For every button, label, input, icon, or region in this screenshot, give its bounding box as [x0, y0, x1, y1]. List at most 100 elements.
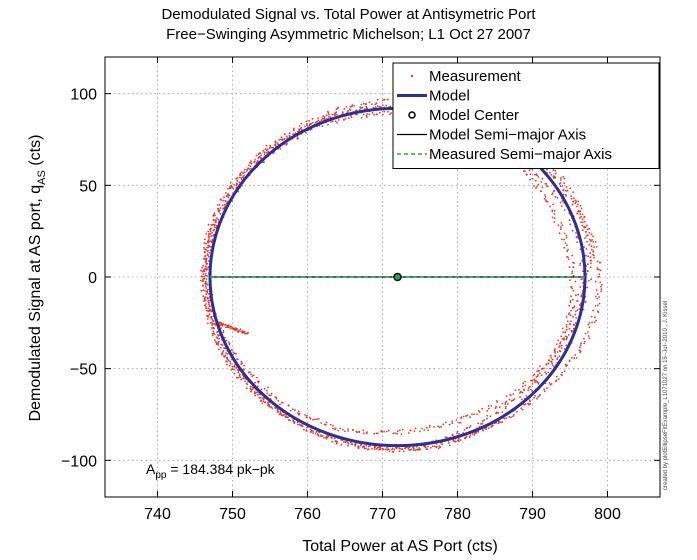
- measurement-point: [374, 106, 377, 108]
- measurement-point: [200, 275, 203, 278]
- measurement-point: [576, 236, 579, 238]
- measurement-point: [268, 405, 271, 408]
- measurement-point: [218, 211, 221, 213]
- measurement-point: [205, 303, 207, 305]
- measurement-point: [222, 199, 225, 202]
- chart-title: Demodulated Signal vs. Total Power at An…: [161, 6, 536, 23]
- measurement-point: [548, 382, 551, 384]
- measurement-point: [489, 415, 492, 418]
- measurement-point: [570, 197, 573, 200]
- measurement-point: [430, 446, 432, 449]
- measurement-point: [201, 270, 204, 273]
- measurement-point: [210, 240, 213, 243]
- measurement-point: [425, 426, 428, 429]
- measurement-point: [203, 250, 206, 253]
- measurement-point: [213, 212, 216, 215]
- measurement-point: [285, 415, 287, 418]
- measurement-point: [229, 181, 232, 184]
- measurement-point: [581, 224, 584, 227]
- measurement-point: [312, 432, 314, 434]
- measurement-point: [469, 425, 472, 427]
- measurement-point: [556, 351, 559, 353]
- measurement-point: [223, 196, 225, 199]
- measurement-point: [545, 200, 548, 203]
- measurement-point: [306, 426, 308, 429]
- measurement-point: [296, 136, 299, 138]
- measurement-point: [206, 268, 209, 270]
- measurement-point: [591, 321, 593, 324]
- measurement-point: [558, 350, 561, 352]
- measurement-point: [240, 378, 243, 381]
- measurement-point: [360, 444, 362, 447]
- measurement-point: [544, 183, 547, 185]
- measurement-point: [408, 446, 411, 449]
- measurement-point: [555, 343, 558, 345]
- measurement-point: [246, 387, 248, 390]
- measurement-point: [466, 414, 469, 417]
- measurement-point: [268, 394, 271, 397]
- measurement-point: [261, 402, 264, 405]
- measurement-point: [202, 284, 204, 287]
- measurement-point: [546, 168, 548, 171]
- measurement-point: [385, 104, 388, 107]
- measurement-point: [563, 246, 566, 249]
- measurement-point: [560, 222, 563, 224]
- measurement-point: [599, 281, 602, 284]
- measurement-point: [233, 365, 236, 367]
- measurement-point: [460, 416, 463, 419]
- measurement-point: [200, 269, 202, 272]
- measurement-point: [562, 175, 565, 178]
- measurement-point: [263, 153, 266, 156]
- measurement-point: [211, 334, 214, 337]
- measurement-point: [553, 221, 556, 223]
- measurement-point: [257, 385, 259, 388]
- measurement-point: [207, 301, 210, 304]
- measurement-point: [258, 396, 261, 399]
- measurement-point: [219, 324, 222, 327]
- measurement-point: [599, 261, 602, 264]
- measurement-point: [512, 393, 515, 395]
- measurement-point: [579, 204, 582, 207]
- measurement-point: [432, 445, 434, 448]
- measurement-point: [587, 335, 590, 337]
- measurement-point: [589, 238, 591, 241]
- measurement-point: [327, 123, 329, 126]
- measurement-point: [386, 98, 389, 101]
- measurement-point: [455, 419, 458, 421]
- measurement-point: [205, 233, 208, 235]
- measurement-point: [265, 151, 268, 154]
- measurement-point: [255, 154, 258, 157]
- measurement-point: [586, 224, 588, 227]
- measurement-point: [279, 138, 282, 141]
- measurement-point: [277, 400, 280, 402]
- measurement-point: [358, 431, 361, 434]
- measurement-point: [594, 295, 597, 298]
- measurement-point: [576, 300, 578, 302]
- measurement-point: [388, 450, 391, 453]
- measurement-point: [347, 444, 349, 447]
- measurement-point: [595, 319, 597, 322]
- y-axis-label-suffix: (cts): [27, 135, 44, 171]
- measurement-point: [419, 448, 422, 451]
- x-tick-label: 800: [594, 506, 621, 523]
- measurement-point: [435, 445, 438, 448]
- measurement-point: [540, 190, 543, 193]
- measurement-point: [533, 378, 536, 381]
- measurement-point: [219, 198, 222, 201]
- measurement-point: [287, 404, 290, 407]
- measurement-point: [554, 380, 557, 383]
- measurement-point: [207, 230, 210, 233]
- measurement-point: [375, 447, 378, 450]
- measurement-point: [570, 286, 573, 288]
- measurement-point: [204, 274, 207, 277]
- measurement-point: [383, 110, 386, 113]
- measurement-point: [266, 389, 268, 392]
- measurement-point: [382, 448, 384, 451]
- measurement-point: [591, 239, 593, 241]
- measurement-point: [331, 113, 334, 116]
- measurement-point: [238, 174, 241, 176]
- measurement-point: [498, 406, 501, 409]
- measurement-point: [572, 323, 575, 326]
- measurement-point: [546, 200, 549, 203]
- measurement-point: [250, 160, 253, 163]
